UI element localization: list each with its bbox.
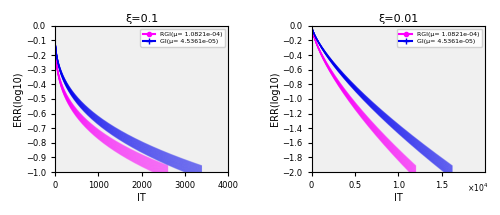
Legend: RGI(μ= 1.0821e-04), GI(μ= 4.5361e-05): RGI(μ= 1.0821e-04), GI(μ= 4.5361e-05) xyxy=(397,29,482,47)
X-axis label: IT: IT xyxy=(138,193,146,203)
Text: $\times10^4$: $\times10^4$ xyxy=(467,182,488,195)
Legend: RGI(μ= 1.0821e-04), GI(μ= 4.5361e-05): RGI(μ= 1.0821e-04), GI(μ= 4.5361e-05) xyxy=(140,29,226,47)
X-axis label: IT: IT xyxy=(394,193,402,203)
Title: ξ=0.01: ξ=0.01 xyxy=(378,14,418,24)
Y-axis label: ERR(log10): ERR(log10) xyxy=(13,72,23,126)
Y-axis label: ERR(log10): ERR(log10) xyxy=(270,72,280,126)
Title: ξ=0.1: ξ=0.1 xyxy=(125,14,158,24)
